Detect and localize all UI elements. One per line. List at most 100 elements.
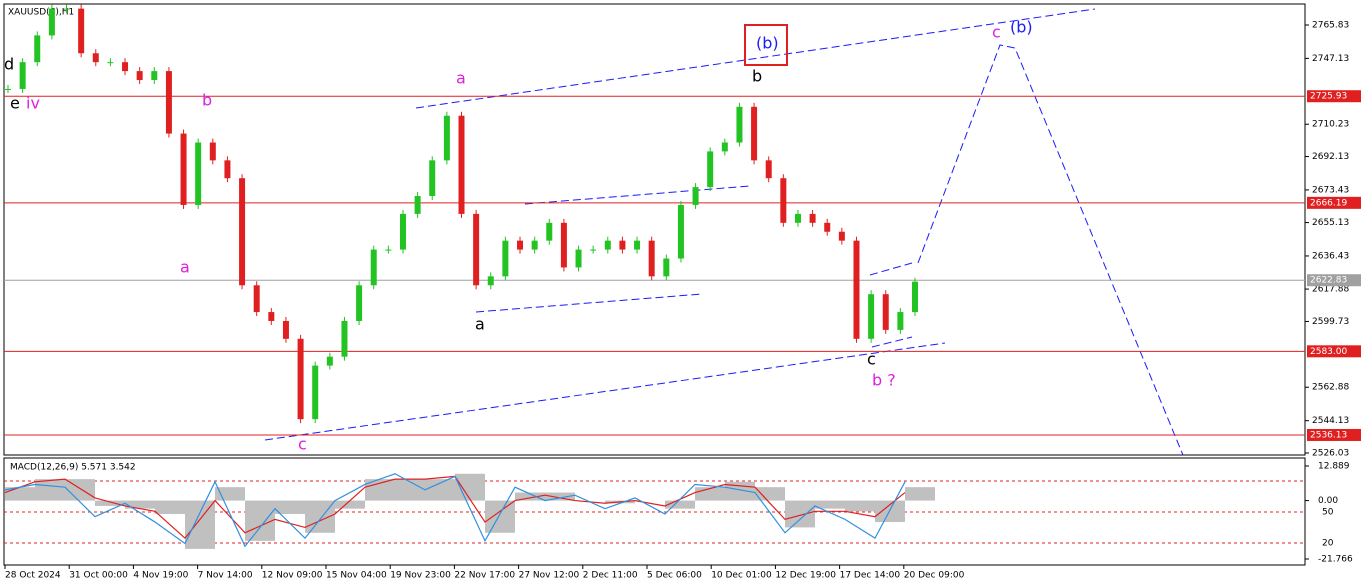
level-tag xyxy=(1307,196,1361,209)
y-tick-label: 2636.43 xyxy=(1312,251,1349,261)
macd-bar xyxy=(665,500,695,509)
candle xyxy=(356,285,363,321)
candle xyxy=(736,106,743,143)
macd-bar xyxy=(845,500,875,512)
y-tick-label: 2655.13 xyxy=(1312,218,1349,228)
highlight-box xyxy=(744,24,788,66)
macd-bar xyxy=(875,500,905,523)
wave-label: a xyxy=(180,258,190,277)
level-label: 2622.83 xyxy=(1310,276,1347,286)
candle xyxy=(487,276,494,286)
macd-bar xyxy=(95,500,125,506)
candle xyxy=(868,294,875,339)
level-tag xyxy=(1307,428,1361,441)
wave-label: b ? xyxy=(872,371,896,390)
level-tag xyxy=(1307,274,1361,287)
price-series xyxy=(5,4,918,424)
macd-bar xyxy=(485,500,515,533)
x-tick-label: 5 Dec 06:00 xyxy=(647,571,702,581)
y-tick-label: 2692.13 xyxy=(1312,152,1349,162)
level-label: 2583.00 xyxy=(1310,347,1347,357)
candle xyxy=(370,249,377,286)
macd-bar xyxy=(5,487,35,501)
macd-bar xyxy=(365,479,395,501)
candle xyxy=(19,62,26,89)
candle xyxy=(136,71,143,81)
candle xyxy=(604,240,611,250)
level-label: 2536.13 xyxy=(1310,430,1347,440)
macd-bar xyxy=(275,500,305,515)
macd-bar xyxy=(335,500,365,509)
wave-label: c xyxy=(992,23,1001,42)
macd-bar xyxy=(35,479,65,501)
wave-label: c xyxy=(298,435,307,454)
y-tick-label: 0.00 xyxy=(1318,496,1338,506)
candle xyxy=(517,240,524,250)
macd-bar xyxy=(545,492,575,501)
level-tag xyxy=(1307,90,1361,103)
y-tick-label: -21.766 xyxy=(1318,555,1353,565)
candle xyxy=(707,151,714,188)
y-tick-label: 2544.13 xyxy=(1312,416,1349,426)
candle xyxy=(575,249,582,268)
wave-label: a xyxy=(475,315,485,334)
candle xyxy=(443,115,450,161)
y-tick-label: 2617.88 xyxy=(1312,285,1349,295)
candle xyxy=(312,365,319,420)
macd-bar xyxy=(785,500,815,528)
x-tick-label: 22 Nov 17:00 xyxy=(454,571,515,581)
candle xyxy=(721,142,728,152)
wave-label: iv xyxy=(26,94,40,113)
candle xyxy=(253,285,260,313)
candle xyxy=(794,213,801,223)
candle xyxy=(209,142,216,161)
macd-bar xyxy=(425,479,455,501)
macd-bar xyxy=(155,500,185,515)
candle xyxy=(473,213,480,286)
macd-bar xyxy=(815,500,845,509)
candle xyxy=(5,88,11,90)
candle xyxy=(195,142,202,205)
candle xyxy=(107,62,114,64)
macd-line xyxy=(4,473,906,548)
x-tick-label: 10 Dec 01:00 xyxy=(711,571,772,581)
x-tick-label: 2 Dec 11:00 xyxy=(583,571,638,581)
x-tick-label: 27 Nov 12:00 xyxy=(519,571,580,581)
x-tick-label: 28 Oct 2024 xyxy=(5,571,61,581)
candle xyxy=(692,187,699,205)
wave-label: b xyxy=(752,67,762,86)
candle xyxy=(268,312,275,321)
candle xyxy=(48,8,55,36)
x-tick-label: 7 Nov 14:00 xyxy=(198,571,253,581)
candle xyxy=(297,338,304,420)
candle xyxy=(458,115,465,214)
candle xyxy=(546,222,553,241)
candle xyxy=(122,62,129,72)
y-tick-label: 2765.83 xyxy=(1312,21,1349,31)
candle xyxy=(63,8,70,10)
x-tick-label: 17 Dec 14:00 xyxy=(840,571,901,581)
level-label: 2666.19 xyxy=(1310,198,1347,208)
candle xyxy=(882,294,889,330)
wave-label: a xyxy=(456,69,466,88)
candle xyxy=(765,160,772,179)
y-tick-label: 2526.03 xyxy=(1312,449,1349,459)
macd-bar xyxy=(515,492,545,501)
wave-label: (b) xyxy=(1010,18,1033,37)
candle xyxy=(677,204,684,259)
level-tag xyxy=(1307,345,1361,358)
macd-bar xyxy=(185,500,215,549)
x-tick-label: 4 Nov 19:00 xyxy=(133,571,188,581)
candle xyxy=(634,240,641,250)
candle xyxy=(399,213,406,250)
candle xyxy=(590,249,597,251)
candle xyxy=(648,240,655,277)
candle xyxy=(180,133,187,205)
macd-level-label: 50 xyxy=(1322,508,1334,518)
macd-bar xyxy=(245,500,275,541)
candle xyxy=(429,160,436,197)
y-tick-label: 2599.73 xyxy=(1312,317,1349,327)
candle xyxy=(34,35,41,63)
y-tick-label: 2747.13 xyxy=(1312,54,1349,64)
